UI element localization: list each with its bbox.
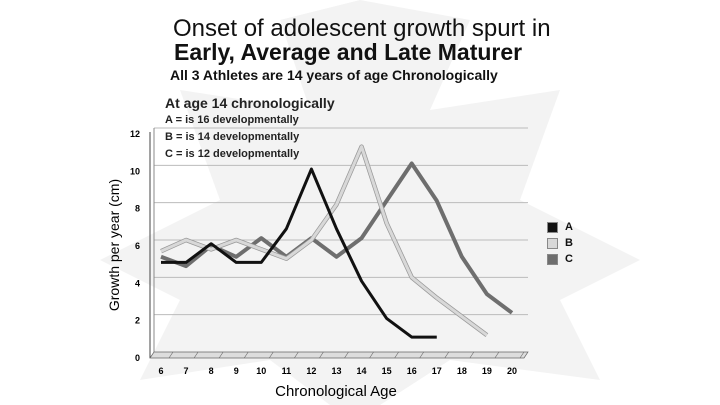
x-tick-label: 8 (209, 366, 214, 376)
x-tick-label: 15 (382, 366, 392, 376)
x-tick (394, 351, 399, 359)
x-tick (369, 351, 374, 359)
x-tick (243, 351, 249, 359)
x-tick-label: 6 (158, 366, 163, 376)
y-tick-label: 4 (135, 278, 140, 288)
x-tick-label: 7 (184, 366, 189, 376)
x-axis-floor (149, 351, 529, 359)
legend-label-b: B (565, 237, 573, 249)
x-tick-label: 16 (407, 366, 417, 376)
legend-swatch-c (547, 253, 558, 265)
x-tick-label: 18 (457, 366, 467, 376)
legend-item-c: C (547, 253, 573, 265)
x-tick-label: 20 (507, 366, 517, 376)
x-tick (269, 351, 274, 359)
legend-item-b: B (547, 237, 573, 249)
legend-label-a: A (565, 221, 573, 233)
series-b-line (160, 145, 488, 337)
x-tick (319, 351, 324, 359)
y-tick-label: 6 (135, 241, 140, 251)
chart-title-line2: Early, Average and Late Maturer (174, 39, 523, 65)
annotation-line-a: A = is 16 developmentally (165, 114, 299, 126)
x-tick (344, 351, 349, 359)
x-tick (444, 351, 450, 359)
legend-label-c: C (565, 253, 573, 265)
x-tick (168, 351, 174, 359)
y-tick-label: 8 (135, 204, 140, 214)
x-tick-label: 19 (482, 366, 492, 376)
x-tick (469, 351, 475, 359)
series-a-line (161, 167, 437, 339)
legend-swatch-b (547, 237, 558, 249)
annotation-line-c: C = is 12 developmentally (165, 148, 300, 160)
x-tick (193, 351, 199, 359)
y-axis-label: Growth per year (cm) (106, 179, 122, 311)
x-tick-label: 14 (357, 366, 367, 376)
x-tick-label: 13 (331, 366, 341, 376)
y-tick-label: 10 (130, 166, 140, 176)
x-axis-label: Chronological Age (275, 383, 397, 400)
x-tick-label: 10 (256, 366, 266, 376)
x-tick-label: 17 (432, 366, 442, 376)
x-tick-label: 11 (282, 366, 292, 376)
legend-swatch-a (547, 221, 558, 233)
x-tick (218, 351, 224, 359)
x-tick (494, 351, 500, 359)
y-tick-label: 12 (130, 129, 140, 139)
annotation-heading: At age 14 chronologically (165, 95, 335, 111)
chart-subtitle: All 3 Athletes are 14 years of age Chron… (170, 67, 498, 83)
legend-item-a: A (547, 221, 573, 233)
y-tick-label: 0 (135, 353, 140, 363)
annotation-line-b: B = is 14 developmentally (165, 131, 300, 143)
x-tick (419, 351, 424, 359)
y-tick-label: 2 (135, 316, 140, 326)
series-c-line (160, 161, 514, 315)
chart-title: Onset of adolescent growth spurt in (173, 15, 551, 42)
x-tick (294, 351, 299, 359)
x-tick-label: 12 (306, 366, 316, 376)
x-tick (519, 351, 525, 359)
series-b-outline (160, 144, 489, 338)
x-tick-label: 9 (234, 366, 239, 376)
